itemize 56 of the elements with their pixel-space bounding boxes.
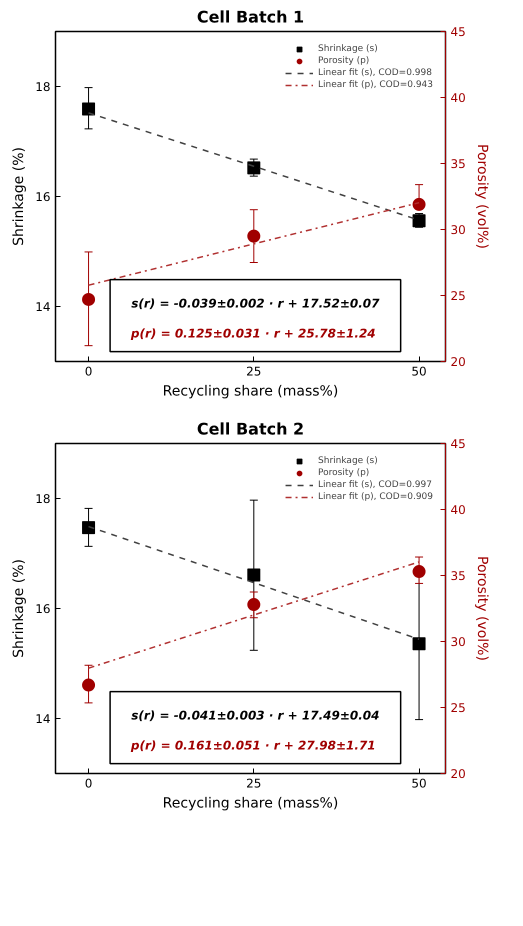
legend-label: Porosity (p) [318, 55, 370, 67]
y2-tick-label: 25 [450, 701, 466, 715]
point [247, 598, 260, 612]
point [412, 637, 426, 650]
legend-label: Porosity (p) [318, 467, 370, 479]
point [82, 678, 96, 692]
x-tick-label: 0 [84, 776, 92, 790]
y2-tick-label: 45 [450, 437, 466, 451]
legend-label: Linear fit (p), COD=0.943 [318, 79, 433, 91]
y2-tick-label: 30 [450, 223, 466, 237]
y2-tick-label: 40 [450, 91, 466, 105]
y-axis-title: Shrinkage (%) [11, 559, 28, 658]
y-tick-label: 14 [35, 300, 51, 314]
x-axis-title: Recycling share (mass%) [162, 796, 338, 812]
x-tick-label: 0 [84, 364, 92, 378]
y-tick-label: 16 [35, 602, 51, 616]
y2-axis-title: Porosity (vol%) [474, 144, 490, 249]
point [247, 230, 260, 243]
y2-tick-label: 45 [450, 25, 466, 39]
legend-label: Linear fit (p), COD=0.909 [318, 491, 433, 503]
y2-axis-title: Porosity (vol%) [474, 556, 490, 661]
chart-title: Cell Batch 2 [196, 420, 304, 438]
legend-label: Shrinkage (s) [318, 43, 378, 55]
y-tick-label: 18 [35, 492, 51, 506]
legend-label: Shrinkage (s) [318, 455, 378, 467]
point [82, 292, 96, 306]
y2-tick-label: 20 [450, 355, 466, 369]
y-tick-label: 18 [35, 80, 51, 94]
y-tick-label: 14 [35, 712, 51, 726]
annotation: p(r) = 0.161±0.051 · r + 27.98±1.71 [130, 738, 376, 753]
y2-tick-label: 35 [450, 569, 466, 583]
y-tick-label: 16 [35, 190, 51, 204]
y-axis-title: Shrinkage (%) [11, 147, 28, 246]
y2-tick-label: 30 [450, 635, 466, 649]
point [412, 565, 426, 578]
point [247, 568, 260, 582]
y2-tick-label: 25 [450, 289, 466, 303]
point [412, 198, 426, 211]
y2-tick-label: 40 [450, 503, 466, 517]
x-tick-label: 50 [411, 776, 427, 790]
point [82, 521, 96, 534]
legend-label: Linear fit (s), COD=0.997 [318, 479, 432, 491]
point [412, 214, 426, 228]
annotation: s(r) = -0.039±0.002 · r + 17.52±0.07 [131, 296, 380, 311]
point [247, 161, 260, 174]
x-axis-title: Recycling share (mass%) [162, 384, 338, 400]
legend-label: Linear fit (s), COD=0.998 [318, 67, 432, 79]
annotation: s(r) = -0.041±0.003 · r + 17.49±0.04 [131, 708, 380, 723]
point [82, 102, 96, 116]
x-tick-label: 25 [246, 776, 262, 790]
chart-title: Cell Batch 1 [196, 8, 304, 26]
annotation: p(r) = 0.125±0.031 · r + 25.78±1.24 [130, 326, 376, 341]
x-tick-label: 25 [246, 364, 262, 378]
y2-tick-label: 35 [450, 157, 466, 171]
x-tick-label: 50 [411, 364, 427, 378]
y2-tick-label: 20 [450, 767, 466, 781]
